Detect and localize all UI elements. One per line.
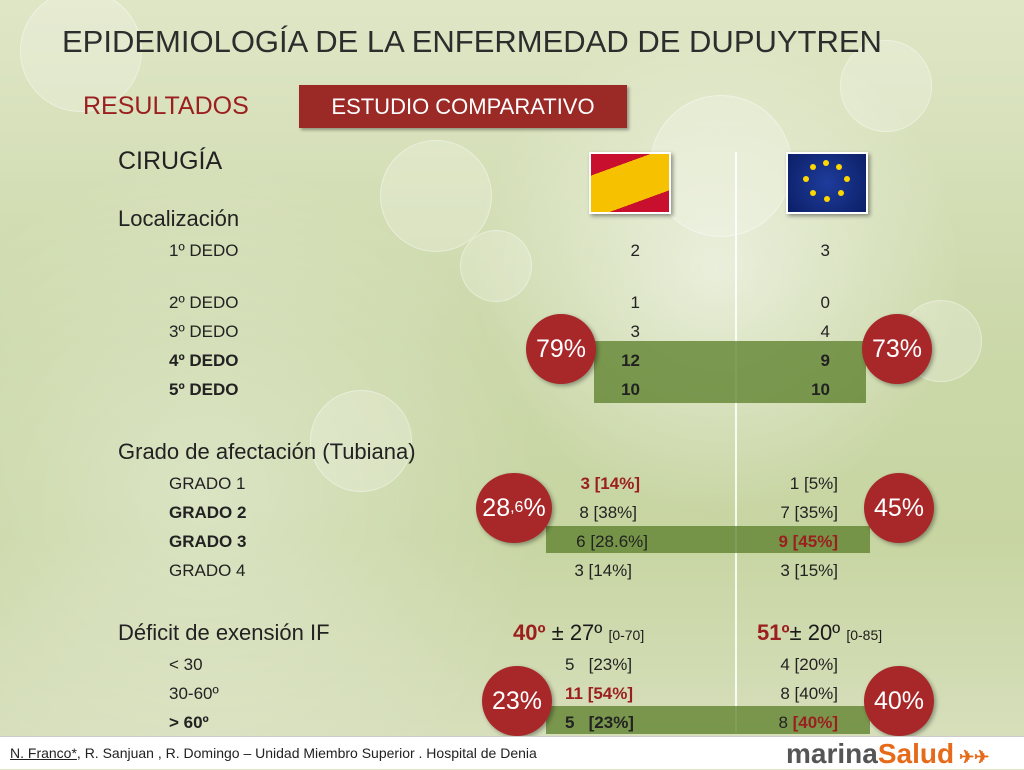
bokeh-decoration: [20, 0, 142, 112]
bokeh-decoration: [840, 40, 932, 132]
logo-part-a: marina: [786, 738, 878, 769]
eu-flag-icon: [786, 152, 868, 214]
deficit-es-range: [0-70]: [608, 627, 645, 643]
table-cell-eu: 4 [20%]: [780, 655, 838, 674]
table-cell-es: 5 [23%]: [565, 713, 634, 732]
table-cell-es: 2: [630, 241, 640, 260]
percent-circle-eu: 73%: [862, 314, 932, 384]
footer-bar: [0, 736, 1024, 769]
table-cell-es: 10: [621, 380, 640, 399]
spain-flag-icon: [589, 152, 671, 214]
table-row-label: GRADO 4: [169, 561, 246, 580]
table-cell-es: 8 [38%]: [579, 503, 637, 522]
bokeh-decoration: [650, 95, 792, 237]
deficit-eu-range: [0-85]: [846, 627, 883, 643]
deficit-heading: Déficit de exensión IF: [118, 620, 330, 645]
table-row-label: 4º DEDO: [169, 351, 239, 370]
table-row-label: > 60º: [169, 713, 209, 732]
footer-authors: N. Franco*, R. Sanjuan , R. Domingo – Un…: [10, 745, 537, 761]
deficit-es-summary: 40º ± 27º [0-70]: [513, 620, 644, 646]
cell-count: 8: [778, 713, 793, 732]
percent-main: 28: [482, 493, 511, 522]
table-row-label: GRADO 3: [169, 532, 247, 551]
deficit-eu-mean: 51º: [757, 620, 790, 645]
deficit-eu-summary: 51º± 20º [0-85]: [757, 620, 882, 646]
cell-percent: [40%]: [792, 713, 838, 732]
bokeh-decoration: [460, 230, 532, 302]
highlight-band: [594, 341, 866, 403]
percent-circle-eu: 45%: [864, 473, 934, 543]
deficit-es-mean: 40º: [513, 620, 546, 645]
table-cell-es: 3 [14%]: [574, 561, 632, 580]
percent-circle-eu: 40%: [864, 666, 934, 736]
table-row-label: 3º DEDO: [169, 322, 239, 341]
percent-sign: %: [523, 493, 546, 522]
table-row-label: 1º DEDO: [169, 241, 239, 260]
author-link[interactable]: N. Franco*: [10, 745, 77, 761]
table-cell-es: 11 [54%]: [565, 684, 634, 703]
table-cell-es: 3 [14%]: [580, 474, 640, 493]
table-cell-es: 6 [28.6%]: [576, 532, 648, 551]
table-row-label: 5º DEDO: [169, 380, 239, 399]
table-cell-es: 1: [630, 293, 640, 312]
highlight-band: [546, 526, 870, 553]
table-cell-es: 12: [621, 351, 640, 370]
logo-part-b: Salud: [877, 738, 955, 769]
percent-circle-es: 23%: [482, 666, 552, 736]
table-cell-eu: 8 [40%]: [730, 713, 838, 733]
bokeh-decoration: [310, 390, 412, 492]
page-title: EPIDEMIOLOGÍA DE LA ENFERMEDAD DE DUPUYT…: [62, 24, 882, 59]
table-cell-eu: 9 [45%]: [778, 532, 838, 551]
study-badge: ESTUDIO COMPARATIVO: [299, 85, 627, 128]
percent-circle-es: 79%: [526, 314, 596, 384]
bokeh-decoration: [380, 140, 492, 252]
table-row-label: 30-60º: [169, 684, 219, 703]
table-cell-es: 3: [630, 322, 640, 341]
table-cell-es: 5 [23%]: [565, 655, 633, 674]
percent-decimal: ,6: [510, 499, 524, 516]
birds-icon: ✈✈: [954, 747, 990, 767]
table-cell-eu: 1 [5%]: [789, 474, 838, 493]
table-row-label: < 30: [169, 655, 203, 674]
table-row-label: 2º DEDO: [169, 293, 239, 312]
table-cell-eu: 0: [820, 293, 830, 312]
table-cell-eu: 3 [15%]: [780, 561, 838, 580]
deficit-eu-sd: ± 20º: [789, 620, 847, 645]
table-cell-eu: 7 [35%]: [780, 503, 838, 522]
table-cell-eu: 10: [811, 380, 830, 399]
table-row-label: GRADO 1: [169, 474, 246, 493]
localizacion-heading: Localización: [118, 206, 240, 231]
table-cell-eu: 8 [40%]: [780, 684, 838, 703]
deficit-es-sd: ± 27º: [545, 620, 609, 645]
author-affiliation: , R. Sanjuan , R. Domingo – Unidad Miemb…: [76, 745, 537, 761]
table-cell-eu: 4: [820, 322, 830, 341]
percent-circle-es: 28,6%: [476, 473, 552, 543]
section-title: CIRUGÍA: [118, 147, 223, 175]
column-divider: [735, 152, 737, 732]
results-label: RESULTADOS: [83, 92, 249, 120]
grado-heading: Grado de afectación (Tubiana): [118, 439, 416, 464]
table-cell-eu: 3: [820, 241, 830, 260]
table-cell-eu: 9: [820, 351, 830, 370]
marinasalud-logo: marinaSalud ✈✈: [786, 738, 989, 770]
table-row-label: GRADO 2: [169, 503, 247, 522]
highlight-band: [546, 706, 870, 734]
